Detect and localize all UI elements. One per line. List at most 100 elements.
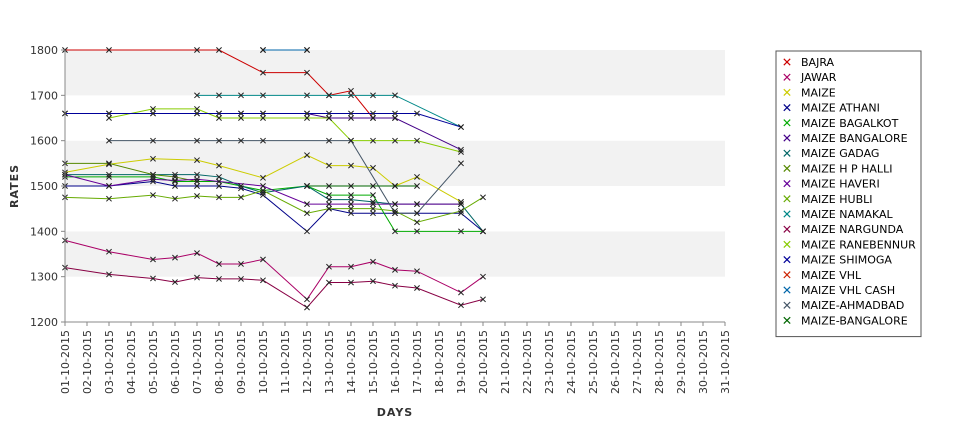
data-point [370,201,376,208]
legend-marker [783,210,791,218]
data-point [326,110,332,117]
grid-band [65,276,725,322]
legend-item: MAIZE-BANGALORE [783,314,908,327]
data-point [326,201,332,208]
data-point [172,177,178,184]
data-point [238,194,244,201]
x-tick-label: 30-10-2015 [697,330,710,394]
data-point [216,178,222,185]
data-point [414,219,420,226]
data-point [216,92,222,99]
legend-label: MAIZE H P HALLI [801,162,892,175]
y-axis-title: RATES [8,164,21,208]
x-tick-label: 21-10-2015 [499,330,512,394]
legend-item: BAJRA [783,56,835,69]
data-point [370,198,376,205]
data-point [194,183,200,189]
x-tick-label: 13-10-2015 [323,330,336,394]
data-point [106,195,112,202]
series-line-14 [65,112,462,128]
legend-item: MAIZE BAGALKOT [783,117,899,130]
data-point [194,171,200,178]
data-point [238,275,244,282]
legend-item: MAIZE HAVERI [783,178,880,191]
data-point [304,69,310,76]
data-point [348,279,354,286]
legend-item: MAIZE GADAG [783,147,879,160]
data-point [150,176,156,183]
legend-label: MAIZE-AHMADBAD [801,299,904,312]
data-point [172,195,178,202]
series-line-2 [64,239,484,301]
x-tick-label: 09-10-2015 [235,330,248,394]
data-point [106,161,112,168]
x-tick-label: 07-10-2015 [191,330,204,394]
series-line-1 [65,49,395,119]
legend-marker [783,225,791,233]
data-point [370,192,376,199]
data-point [392,183,398,189]
data-point [260,256,266,263]
data-point [348,205,354,212]
data-point [326,205,332,212]
data-point [348,263,354,270]
data-point [238,92,244,99]
data-point [480,228,486,235]
data-point [458,146,464,153]
data-point [216,173,222,180]
data-point [172,178,178,185]
data-point [326,279,332,286]
data-point [414,210,420,217]
data-point [414,173,420,180]
series-line-12 [64,267,484,309]
legend-label: MAIZE SHIMOGA [801,254,892,267]
x-tick-label: 04-10-2015 [125,330,138,394]
data-point [194,176,200,183]
legend-label: MAIZE HAVERI [801,178,880,191]
x-tick-label: 17-10-2015 [411,330,424,394]
data-point [392,228,398,235]
legend-label: MAIZE BAGALKOT [801,117,899,130]
x-tick-label: 19-10-2015 [455,330,468,394]
data-point [458,210,464,217]
data-point [216,47,222,53]
data-point [260,47,266,53]
data-point [260,277,266,284]
legend-marker [783,179,791,188]
data-point [216,275,222,282]
x-tick-label: 24-10-2015 [565,330,578,394]
data-point [414,268,420,275]
data-point [304,228,310,235]
legend-item: MAIZE [783,86,836,99]
data-point [216,115,222,121]
data-point [348,137,354,144]
data-point [348,196,354,203]
data-point [348,87,354,94]
data-point [304,110,310,117]
data-point [458,302,464,309]
data-point [260,192,266,199]
data-point [304,304,310,311]
data-point [106,115,112,121]
legend-item: MAIZE HUBLI [783,193,872,206]
series-line-11 [197,94,462,128]
grid-band [65,50,725,96]
x-tick-label: 29-10-2015 [675,330,688,394]
y-tick-label: 1300 [30,271,58,284]
x-tick-label: 22-10-2015 [521,330,534,394]
legend-marker [783,255,791,264]
legend-marker [783,301,791,309]
x-tick-label: 06-10-2015 [169,330,182,394]
legend-marker [783,271,791,279]
data-point [194,250,200,257]
x-tick-label: 23-10-2015 [543,330,556,394]
data-point [172,183,178,189]
data-point [150,192,156,199]
data-point [304,115,310,121]
y-tick-label: 1700 [30,89,58,102]
x-tick-label: 08-10-2015 [213,330,226,394]
legend-label: MAIZE VHL CASH [801,284,895,297]
data-point [194,110,200,117]
legend-marker [783,58,791,66]
